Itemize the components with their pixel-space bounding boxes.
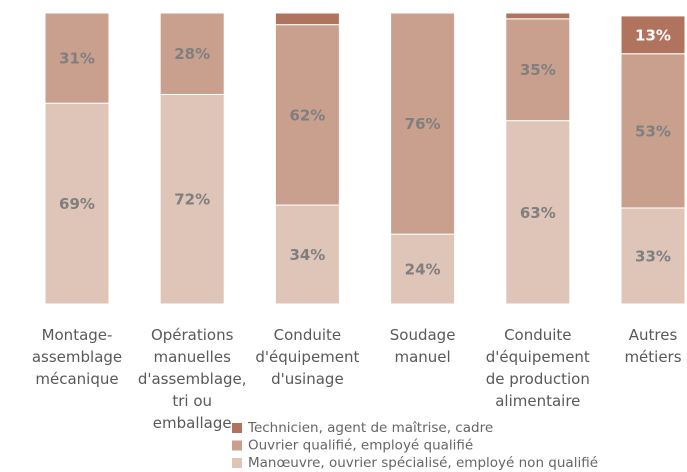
bar-segment — [274, 12, 340, 26]
bar-segment — [44, 12, 110, 104]
legend-label: Manœuvre, ouvrier spécialisé, employé no… — [248, 455, 598, 471]
bar-segment — [505, 120, 571, 305]
value-label: 13% — [635, 26, 671, 44]
bar-segment — [159, 12, 225, 95]
bar-segment — [159, 93, 225, 305]
bar-segment — [274, 204, 340, 305]
bar-segment — [44, 102, 110, 305]
value-label: 34% — [289, 246, 325, 264]
value-label: 72% — [174, 191, 210, 209]
bar-segment — [620, 53, 686, 209]
value-label: 31% — [59, 50, 95, 68]
value-label: 33% — [635, 247, 671, 265]
value-label: 28% — [174, 45, 210, 63]
bar-segment — [620, 15, 686, 55]
value-label: 69% — [59, 195, 95, 213]
value-label: 24% — [405, 261, 441, 279]
x-tick-label: Montage- assemblage mécanique — [31, 326, 123, 388]
x-tick-label: Opérations manuelles d'assemblage, tri o… — [137, 326, 247, 432]
bar-segment — [620, 207, 686, 305]
x-tick-label: Conduite d'équipement de production alim… — [485, 326, 590, 410]
x-tick-label: Soudage manuel — [389, 326, 456, 366]
x-tick-label: Autres métiers — [624, 326, 682, 366]
legend-label: Technicien, agent de maîtrise, cadre — [247, 420, 493, 436]
value-label: 53% — [635, 122, 671, 140]
value-label: 35% — [520, 61, 556, 79]
legend-label: Ouvrier qualifié, employé qualifié — [248, 438, 473, 454]
bar-segment — [390, 233, 456, 305]
bar-segment — [390, 12, 456, 235]
legend-swatch — [232, 458, 242, 468]
legend-swatch — [232, 423, 242, 433]
value-label: 63% — [520, 204, 556, 222]
bar-segment — [505, 18, 571, 122]
value-label: 62% — [289, 106, 325, 124]
bar-segment — [274, 24, 340, 206]
legend-swatch — [232, 440, 242, 451]
value-label: 76% — [405, 115, 441, 133]
bar-segment — [505, 12, 571, 20]
x-tick-label: Conduite d'équipement d'usinage — [255, 326, 360, 388]
